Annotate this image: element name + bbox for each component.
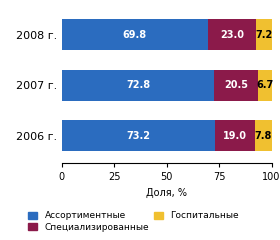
Text: 19.0: 19.0: [223, 131, 247, 141]
Bar: [215, 120, 255, 151]
Bar: [208, 19, 256, 50]
Bar: [62, 120, 215, 151]
Text: 7.8: 7.8: [255, 131, 272, 141]
X-axis label: Доля, %: Доля, %: [146, 188, 187, 198]
Text: 7.2: 7.2: [255, 30, 273, 40]
Bar: [255, 120, 272, 151]
Text: 72.8: 72.8: [126, 80, 150, 90]
Text: 6.7: 6.7: [256, 80, 273, 90]
Text: 20.5: 20.5: [224, 80, 248, 90]
Legend: Ассортиментные, Специализированные, Госпитальные: Ассортиментные, Специализированные, Госп…: [28, 211, 239, 232]
Bar: [62, 19, 208, 50]
Text: 69.8: 69.8: [123, 30, 147, 40]
Bar: [214, 70, 258, 101]
Bar: [258, 70, 272, 101]
Bar: [256, 19, 272, 50]
Text: 73.2: 73.2: [127, 131, 150, 141]
Bar: [62, 70, 214, 101]
Text: 23.0: 23.0: [220, 30, 244, 40]
